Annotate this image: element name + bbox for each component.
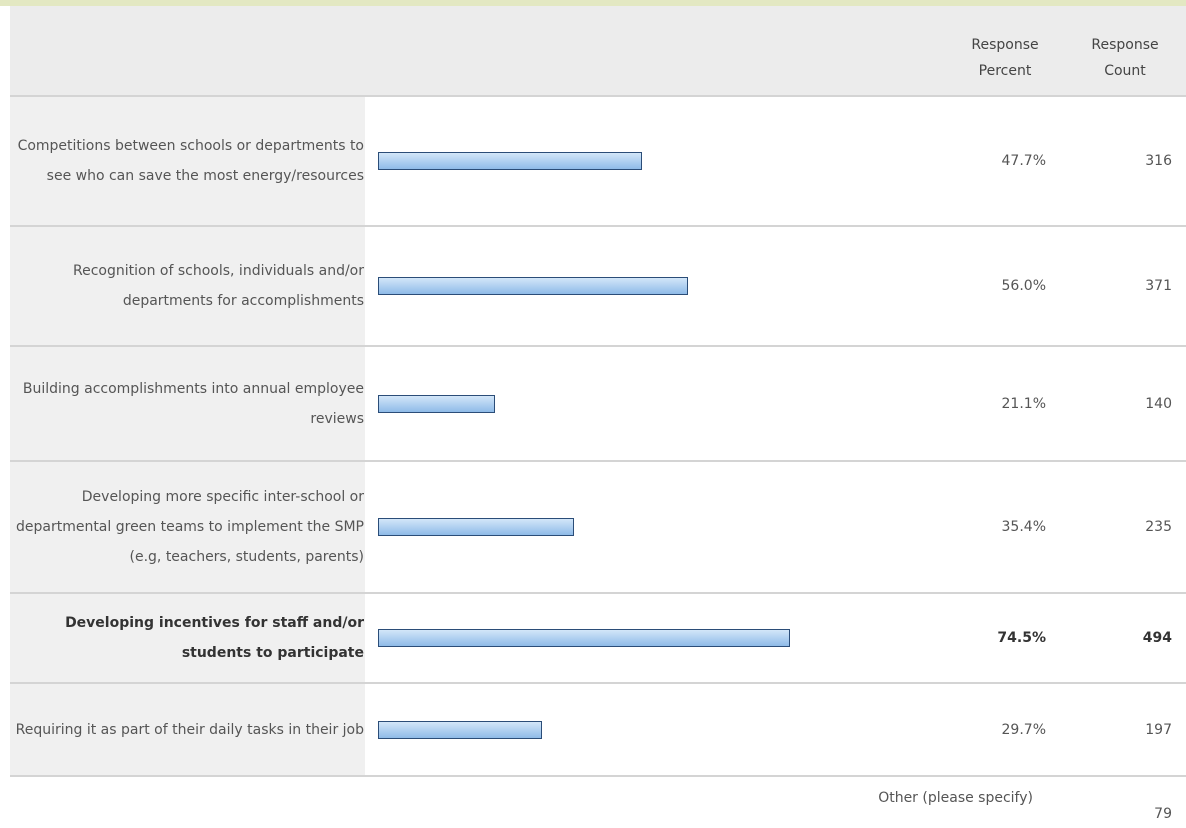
- bar: [378, 277, 688, 295]
- count: 371: [1145, 278, 1172, 294]
- row-separator: [10, 345, 1186, 347]
- row-label: Recognition of schools, individuals and/…: [73, 263, 364, 309]
- row-separator: [10, 95, 1186, 97]
- header-percent: Response Percent: [971, 37, 1039, 79]
- percent: 35.4%: [1001, 519, 1046, 535]
- percent: 56.0%: [1001, 278, 1046, 294]
- count: 140: [1145, 395, 1172, 412]
- count: 494: [1142, 630, 1172, 646]
- row-separator: [10, 460, 1186, 462]
- footer-count: 79: [1154, 806, 1172, 822]
- row-separator: [10, 682, 1186, 684]
- row-label: Developing more specific inter-school or…: [15, 489, 364, 565]
- count: 235: [1145, 519, 1172, 535]
- row-separator: [10, 775, 1186, 777]
- row-separator: [10, 592, 1186, 594]
- row-label: Requiring it as part of their daily task…: [15, 721, 364, 738]
- percent: 47.7%: [1001, 153, 1046, 169]
- row-label: Developing incentives for staff and/or s…: [65, 615, 364, 661]
- count: 197: [1145, 721, 1172, 738]
- bar: [378, 629, 790, 647]
- header-count: Response Count: [1091, 37, 1159, 79]
- percent: 29.7%: [1001, 721, 1046, 738]
- bar: [378, 152, 642, 170]
- row-label: Competitions between schools or departme…: [17, 138, 364, 184]
- count: 316: [1145, 153, 1172, 169]
- bar: [378, 518, 574, 536]
- header-row: [10, 6, 1186, 95]
- row-label: Building accomplishments into annual emp…: [22, 380, 364, 427]
- row-separator: [10, 225, 1186, 227]
- percent: 74.5%: [997, 630, 1046, 646]
- top-strip: [0, 0, 1186, 6]
- percent: 21.1%: [1001, 395, 1046, 412]
- bar: [378, 720, 543, 739]
- footer-label: Other (please specify): [878, 790, 1033, 806]
- label-column: [10, 95, 365, 775]
- bar: [378, 394, 495, 413]
